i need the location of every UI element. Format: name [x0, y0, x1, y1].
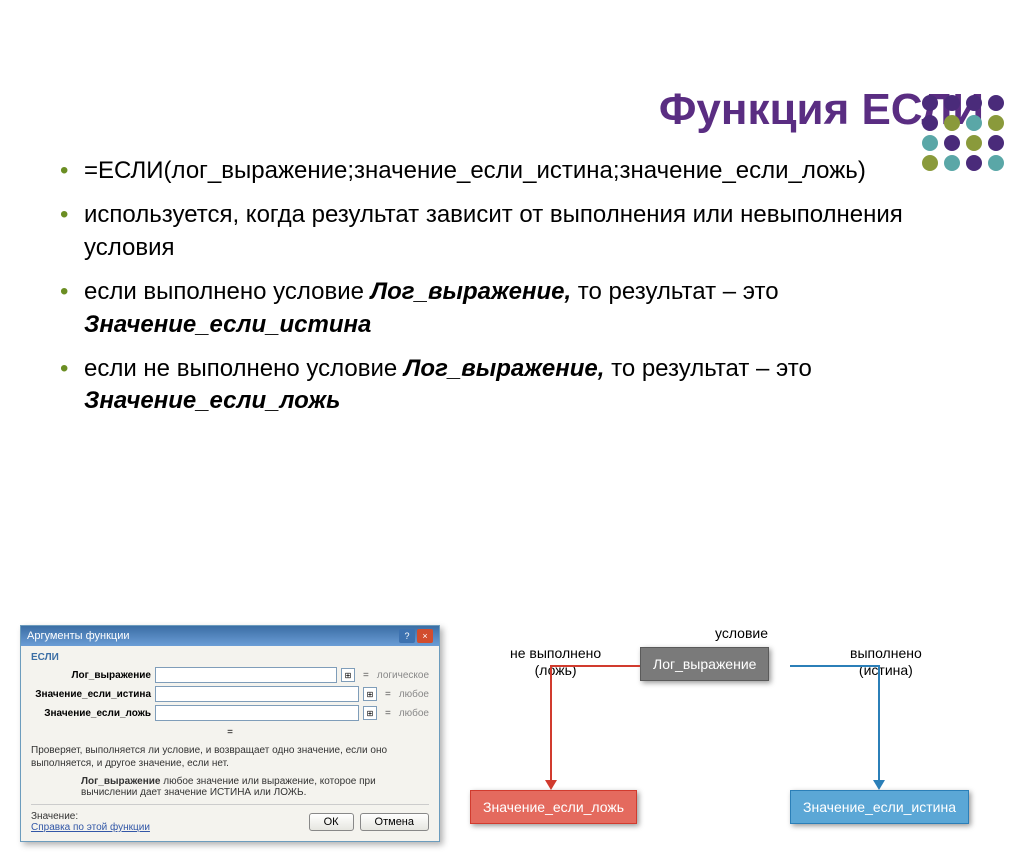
- dialog-eq-line: =: [31, 727, 429, 738]
- dialog-desc: Проверяет, выполняется ли условие, и воз…: [31, 744, 429, 770]
- fc-false-box: Значение_если_ложь: [470, 790, 637, 824]
- fc-line: [550, 665, 640, 667]
- bullet-2-text: используется, когда результат зависит от…: [84, 201, 903, 260]
- page-title: Функция ЕСЛИ: [0, 85, 984, 135]
- range-picker-icon[interactable]: ⊞: [341, 668, 355, 682]
- fc-true-label: выполнено(истина): [850, 645, 922, 679]
- field-hint: любое: [399, 689, 429, 700]
- range-picker-icon[interactable]: ⊞: [363, 687, 377, 701]
- b3-pre: если выполнено условие: [84, 278, 371, 305]
- b4-bi2: Значение_если_ложь: [84, 387, 340, 414]
- close-icon[interactable]: ×: [417, 629, 433, 643]
- b4-mid: то результат – это: [604, 355, 811, 382]
- dialog-title: Аргументы функции: [27, 630, 130, 642]
- fc-line: [790, 665, 880, 667]
- flowchart: условие Лог_выражение не выполнено(ложь) вы…: [470, 625, 1004, 835]
- fc-arrowhead: [545, 780, 557, 790]
- fc-condition-label: условие: [715, 625, 768, 642]
- field-hint: любое: [399, 708, 429, 719]
- fc-line: [550, 665, 552, 780]
- b3-bi1: Лог_выражение,: [371, 278, 572, 305]
- dialog-field-row: Значение_если_истина ⊞ = любое: [31, 686, 429, 702]
- bullet-4: если не выполнено условие Лог_выражение,…: [60, 353, 984, 418]
- dialog-help-link[interactable]: Справка по этой функции: [31, 822, 150, 833]
- field-input[interactable]: [155, 686, 359, 702]
- fc-line: [878, 665, 880, 780]
- field-equals: =: [385, 689, 391, 700]
- dialog-param-name: Лог_выражение: [81, 776, 160, 787]
- range-picker-icon[interactable]: ⊞: [363, 706, 377, 720]
- field-hint: логическое: [377, 670, 429, 681]
- decorative-dot: [966, 115, 982, 131]
- syntax-text: =ЕСЛИ(лог_выражение;значение_если_истина…: [84, 157, 866, 184]
- dialog-param: Лог_выражение любое значение или выражен…: [31, 776, 429, 798]
- decorative-dot: [966, 95, 982, 111]
- b4-pre: если не выполнено условие: [84, 355, 404, 382]
- decorative-dot: [988, 95, 1004, 111]
- bullet-syntax: =ЕСЛИ(лог_выражение;значение_если_истина…: [60, 155, 984, 187]
- ok-button[interactable]: ОК: [309, 813, 354, 831]
- decorative-dot: [988, 135, 1004, 151]
- dialog-field-row: Значение_если_ложь ⊞ = любое: [31, 705, 429, 721]
- decorative-dot: [988, 115, 1004, 131]
- field-input[interactable]: [155, 667, 337, 683]
- fc-condition-box: Лог_выражение: [640, 647, 769, 681]
- bullet-list: =ЕСЛИ(лог_выражение;значение_если_истина…: [60, 155, 984, 418]
- fc-true-box: Значение_если_истина: [790, 790, 969, 824]
- dialog-function-arguments: Аргументы функции ? × ЕСЛИ Лог_выражение…: [20, 625, 440, 842]
- dialog-field-row: Лог_выражение ⊞ = логическое: [31, 667, 429, 683]
- decorative-dot: [944, 95, 960, 111]
- decorative-dot: [922, 135, 938, 151]
- b3-bi2: Значение_если_истина: [84, 311, 371, 338]
- decorative-dot: [944, 135, 960, 151]
- help-icon[interactable]: ?: [399, 629, 415, 643]
- decorative-dot: [966, 135, 982, 151]
- field-label: Значение_если_ложь: [31, 708, 151, 719]
- field-equals: =: [385, 708, 391, 719]
- decorative-dot: [944, 115, 960, 131]
- field-equals: =: [363, 670, 369, 681]
- decorative-dot: [988, 155, 1004, 171]
- cancel-button[interactable]: Отмена: [360, 813, 429, 831]
- bullet-3: если выполнено условие Лог_выражение, то…: [60, 276, 984, 341]
- dialog-fn-name: ЕСЛИ: [31, 652, 429, 663]
- b4-bi1: Лог_выражение,: [404, 355, 605, 382]
- field-label: Значение_если_истина: [31, 689, 151, 700]
- fc-arrowhead: [873, 780, 885, 790]
- field-label: Лог_выражение: [31, 670, 151, 681]
- dialog-value-label: Значение:: [31, 811, 150, 822]
- b3-mid: то результат – это: [571, 278, 778, 305]
- decorative-dot: [922, 115, 938, 131]
- field-input[interactable]: [155, 705, 359, 721]
- dialog-titlebar: Аргументы функции ? ×: [21, 626, 439, 646]
- decorative-dot: [922, 95, 938, 111]
- bullet-2: используется, когда результат зависит от…: [60, 199, 984, 264]
- fc-false-label: не выполнено(ложь): [510, 645, 601, 679]
